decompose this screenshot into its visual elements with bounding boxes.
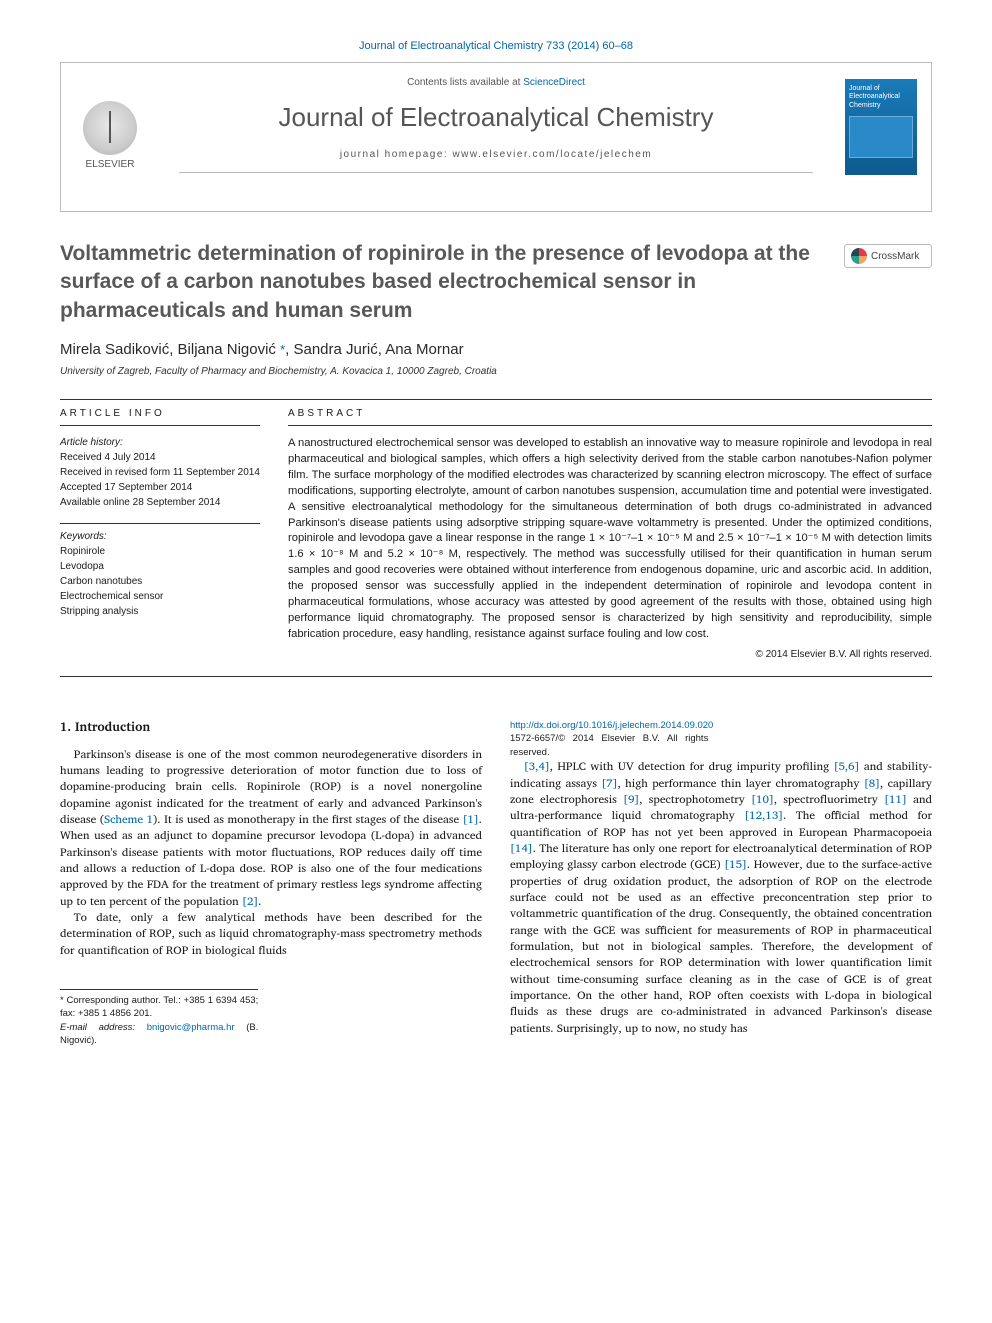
publisher-name: ELSEVIER [75, 159, 145, 170]
abstract-block: ABSTRACT A nanostructured electrochemica… [288, 400, 932, 660]
doi-issn-footer: http://dx.doi.org/10.1016/j.jelechem.201… [510, 719, 708, 759]
section-divider [60, 676, 932, 677]
keyword-item: Electrochemical sensor [60, 590, 260, 603]
crossmark-label: CrossMark [871, 251, 919, 262]
keyword-item: Stripping analysis [60, 605, 260, 618]
elsevier-tree-icon [83, 101, 137, 155]
keyword-item: Ropinirole [60, 545, 260, 558]
author-line: Mirela Sadiković, Biljana Nigović *, San… [60, 341, 932, 358]
ref-link[interactable]: [8] [864, 774, 880, 793]
journal-header-box: ELSEVIER Journal of Electroanalytical Ch… [60, 62, 932, 212]
ref-link[interactable]: [9] [623, 790, 639, 809]
body-paragraph: To date, only a few analytical methods h… [60, 910, 482, 959]
ref-link[interactable]: [1] [463, 810, 479, 829]
abstract-heading: ABSTRACT [288, 408, 932, 426]
journal-article-page: Journal of Electroanalytical Chemistry 7… [0, 0, 992, 1088]
revised-date: Received in revised form 11 September 20… [60, 466, 260, 479]
cover-image-placeholder [849, 116, 913, 158]
issn-copyright: 1572-6657/© 2014 Elsevier B.V. All right… [510, 732, 708, 759]
corresponding-author-footnote: * Corresponding author. Tel.: +385 1 639… [60, 989, 258, 1048]
article-title: Voltammetric determination of ropinirole… [60, 240, 820, 325]
corr-email-line: E-mail address: bnigovic@pharma.hr (B. N… [60, 1021, 258, 1048]
abstract-text: A nanostructured electrochemical sensor … [288, 436, 932, 643]
crossmark-icon [851, 248, 867, 264]
affiliation-line: University of Zagreb, Faculty of Pharmac… [60, 366, 932, 377]
crossmark-badge[interactable]: CrossMark [844, 244, 932, 268]
received-date: Received 4 July 2014 [60, 451, 260, 464]
corr-email-link[interactable]: bnigovic@pharma.hr [147, 1022, 235, 1033]
ref-link[interactable]: [7] [601, 774, 617, 793]
ref-link[interactable]: [15] [724, 855, 747, 874]
body-text-columns: 1. Introduction Parkinson's disease is o… [60, 719, 932, 1048]
journal-name-heading: Journal of Electroanalytical Chemistry [79, 102, 913, 133]
abstract-copyright: © 2014 Elsevier B.V. All rights reserved… [288, 649, 932, 660]
article-info-block: ARTICLE INFO Article history: Received 4… [60, 400, 260, 660]
accepted-date: Accepted 17 September 2014 [60, 481, 260, 494]
contents-available-line: Contents lists available at ScienceDirec… [79, 77, 913, 88]
cover-title-text: Journal of Electroanalytical Chemistry [849, 85, 913, 110]
info-abstract-row: ARTICLE INFO Article history: Received 4… [60, 400, 932, 660]
publisher-logo[interactable]: ELSEVIER [75, 101, 145, 170]
citation-line: Journal of Electroanalytical Chemistry 7… [60, 40, 932, 52]
journal-homepage-line[interactable]: journal homepage: www.elsevier.com/locat… [179, 149, 813, 173]
scheme-link[interactable]: Scheme 1 [104, 810, 153, 829]
doi-link[interactable]: http://dx.doi.org/10.1016/j.jelechem.201… [510, 720, 713, 731]
corr-asterisk[interactable]: * [280, 342, 285, 357]
corr-author-line: * Corresponding author. Tel.: +385 1 639… [60, 994, 258, 1021]
ref-link[interactable]: [5,6] [834, 757, 860, 776]
ref-link[interactable]: [14] [510, 839, 533, 858]
ref-link[interactable]: [3,4] [524, 757, 550, 776]
body-paragraph: Parkinson's disease is one of the most c… [60, 747, 482, 910]
online-date: Available online 28 September 2014 [60, 496, 260, 509]
article-info-heading: ARTICLE INFO [60, 408, 260, 426]
keyword-item: Levodopa [60, 560, 260, 573]
ref-link[interactable]: [11] [884, 790, 907, 809]
ref-link[interactable]: [12,13] [744, 806, 783, 825]
sciencedirect-link[interactable]: ScienceDirect [523, 77, 585, 88]
history-label: Article history: [60, 436, 260, 449]
keyword-item: Carbon nanotubes [60, 575, 260, 588]
body-paragraph: [3,4], HPLC with UV detection for drug i… [510, 759, 932, 1037]
keywords-label: Keywords: [60, 530, 260, 543]
introduction-heading: 1. Introduction [60, 719, 482, 737]
keywords-block: Keywords: Ropinirole Levodopa Carbon nan… [60, 523, 260, 618]
journal-cover-thumbnail[interactable]: Journal of Electroanalytical Chemistry [845, 79, 917, 175]
